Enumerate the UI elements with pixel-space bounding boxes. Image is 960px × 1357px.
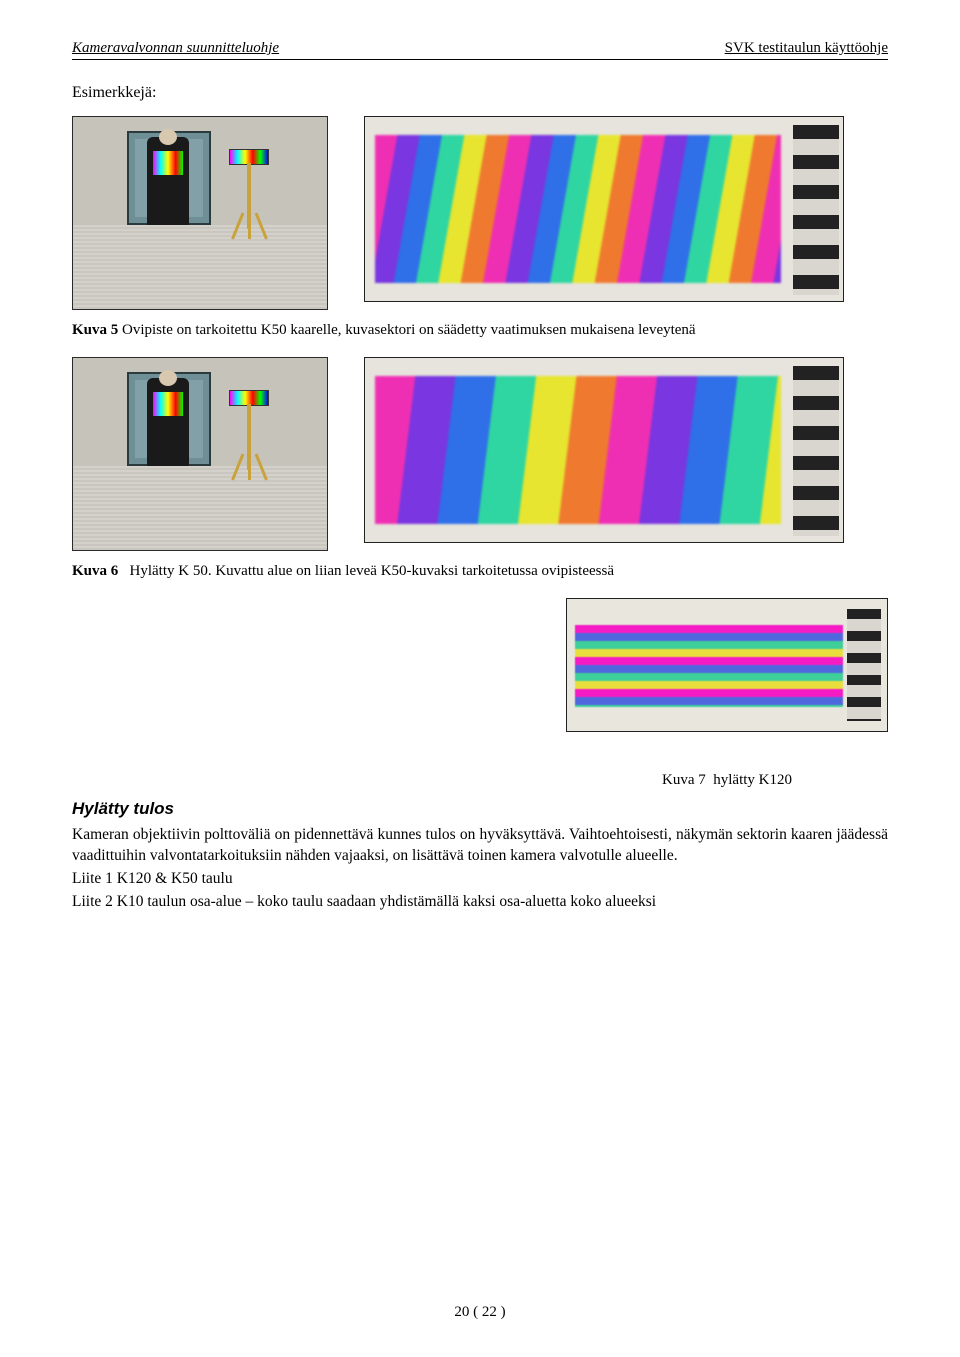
figure-5-row	[72, 116, 888, 310]
figure-7-zoom	[566, 598, 888, 732]
figure-7-wrap	[566, 598, 888, 732]
figure-6-thumbnail	[72, 357, 328, 551]
figure-5-label: Kuva 5	[72, 322, 118, 338]
figure-6-text: Hylätty K 50. Kuvattu alue on liian leve…	[130, 563, 614, 579]
figure-6-row	[72, 357, 888, 551]
figure-7-label: Kuva 7	[662, 772, 706, 788]
page-header: Kameravalvonnan suunnitteluohje SVK test…	[72, 40, 888, 60]
rejected-result-heading: Hylätty tulos	[72, 799, 888, 819]
figure-5-thumbnail	[72, 116, 328, 310]
figure-6-label: Kuva 6	[72, 563, 118, 579]
body-paragraph-1: Kameran objektiivin polttoväliä on piden…	[72, 825, 888, 867]
page-footer: 20 ( 22 )	[0, 1304, 960, 1321]
figure-5-text: Ovipiste on tarkoitettu K50 kaarelle, ku…	[118, 322, 695, 338]
appendix-1: Liite 1 K120 & K50 taulu	[72, 869, 888, 890]
header-right: SVK testitaulun käyttöohje	[725, 40, 888, 57]
appendix-2: Liite 2 K10 taulun osa-alue – koko taulu…	[72, 892, 888, 913]
figure-7-text: hylätty K120	[713, 772, 792, 788]
figure-6-caption: Kuva 6 Hylätty K 50. Kuvattu alue on lii…	[72, 563, 888, 580]
header-left: Kameravalvonnan suunnitteluohje	[72, 40, 279, 57]
figure-7-caption: Kuva 7 hylätty K120	[566, 772, 888, 789]
examples-lead: Esimerkkejä:	[72, 84, 888, 102]
figure-6-zoom	[364, 357, 844, 543]
figure-5-caption: Kuva 5 Ovipiste on tarkoitettu K50 kaare…	[72, 322, 888, 339]
figure-5-zoom	[364, 116, 844, 302]
